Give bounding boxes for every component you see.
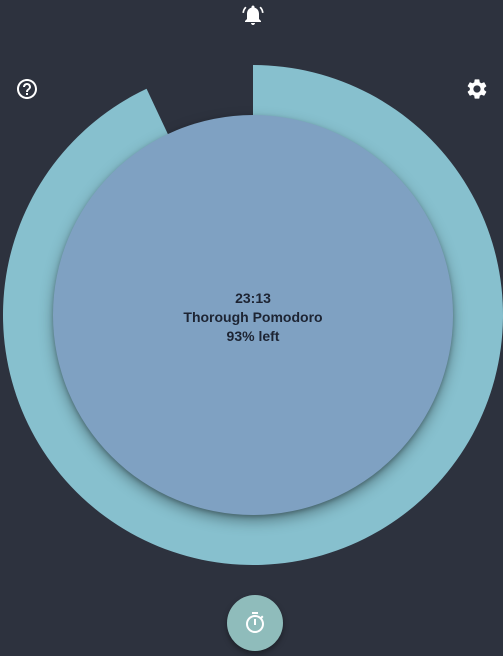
help-circle-icon xyxy=(17,79,37,99)
time-remaining: 23:13 xyxy=(235,290,271,306)
alarm-bell-icon xyxy=(242,5,264,25)
alarm-bell-button[interactable] xyxy=(239,1,267,29)
percent-left: 93% left xyxy=(226,328,280,344)
start-timer-button[interactable] xyxy=(227,595,283,651)
timer-circle xyxy=(53,115,453,515)
mode-name: Thorough Pomodoro xyxy=(183,309,323,325)
settings-button[interactable] xyxy=(463,75,491,103)
stopwatch-icon xyxy=(246,612,264,633)
help-button[interactable] xyxy=(13,75,41,103)
timer-readout: 23:13 Thorough Pomodoro 93% left xyxy=(53,289,453,346)
settings-gear-icon xyxy=(467,79,487,99)
